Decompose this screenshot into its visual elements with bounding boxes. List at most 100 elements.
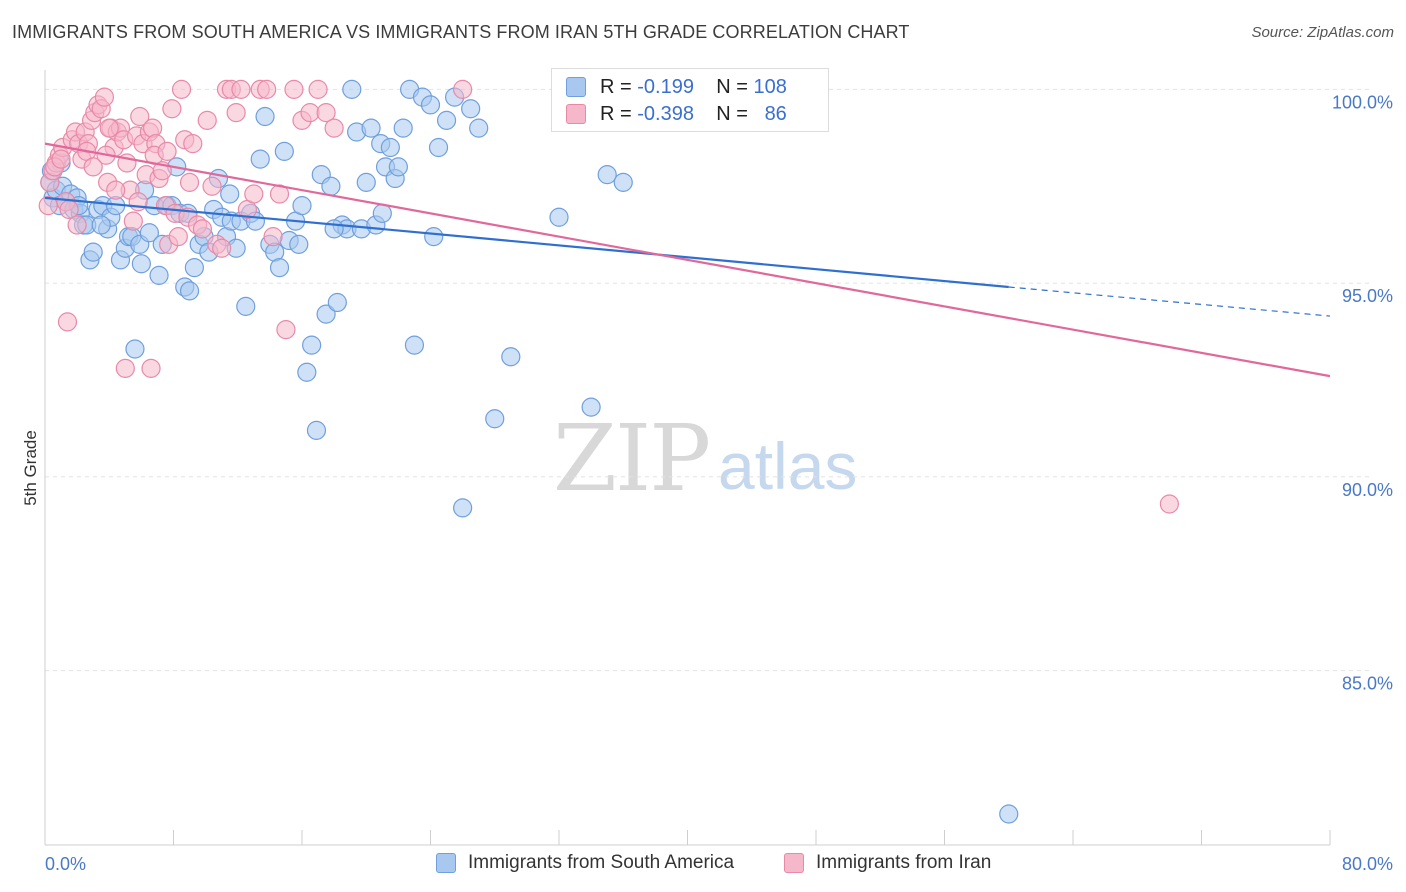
data-point: [276, 320, 296, 340]
data-point: [999, 804, 1019, 824]
data-point: [83, 242, 103, 262]
data-point: [226, 103, 246, 123]
data-point: [255, 106, 275, 127]
data-point: [316, 103, 336, 123]
data-point: [308, 79, 328, 99]
data-point: [220, 184, 240, 204]
data-point: [597, 165, 617, 185]
data-point: [171, 79, 192, 99]
source-credit: Source: ZipAtlas.com: [1251, 24, 1394, 41]
data-point: [420, 95, 441, 115]
data-point: [157, 141, 177, 161]
data-point: [179, 172, 200, 192]
data-point: [168, 227, 188, 247]
data-point: [289, 234, 309, 254]
data-point: [91, 215, 111, 235]
stats-row-iran: R = -0.398 N = 86: [566, 100, 787, 128]
data-point: [501, 347, 521, 367]
data-point: [327, 292, 347, 313]
data-point: [115, 358, 135, 378]
data-point: [51, 149, 71, 169]
data-point: [316, 304, 336, 324]
data-point: [380, 137, 400, 158]
data-point: [393, 118, 413, 138]
trend-line-south-america: [44, 196, 1009, 289]
series-south-america-points: [40, 79, 1019, 824]
legend-item-south-america[interactable]: Immigrants from South America: [436, 852, 734, 874]
r-value-south-america: -0.199: [637, 75, 694, 98]
data-point: [123, 211, 143, 231]
data-point: [57, 312, 78, 332]
data-point: [469, 118, 489, 138]
y-tick-label: 90.0%: [1342, 480, 1393, 500]
n-value-south-america: 108: [753, 75, 787, 98]
legend-label-south-america: Immigrants from South America: [468, 852, 735, 873]
data-point: [302, 335, 322, 355]
y-tick-label: 95.0%: [1342, 286, 1393, 306]
data-point: [179, 281, 200, 301]
data-point: [300, 103, 320, 123]
data-point: [453, 498, 473, 518]
data-point: [99, 118, 119, 138]
x-tick-label: 0.0%: [45, 854, 86, 874]
data-point: [613, 172, 633, 192]
data-point: [131, 254, 151, 274]
trend-line-iran: [44, 142, 1331, 378]
data-point: [192, 219, 213, 239]
data-point: [1159, 494, 1179, 514]
data-point: [143, 118, 163, 138]
data-point: [149, 265, 169, 285]
n-label: N =: [716, 75, 748, 98]
data-point: [269, 258, 290, 278]
axes: [44, 70, 1331, 846]
x-tick-label: 80.0%: [1342, 854, 1393, 874]
data-point: [461, 99, 481, 119]
watermark-zip: ZIP: [553, 405, 711, 512]
n-label: N =: [716, 102, 748, 125]
data-point: [436, 110, 457, 130]
stats-legend-box: R = -0.199 N = 108 R = -0.398 N = 86: [551, 68, 829, 132]
r-label: R =: [600, 102, 632, 125]
data-point: [428, 137, 449, 158]
data-point: [342, 79, 362, 99]
swatch-iran: [566, 104, 586, 124]
data-point: [453, 79, 473, 99]
data-point: [485, 409, 505, 429]
data-point: [184, 258, 204, 278]
data-point: [549, 207, 569, 227]
data-point: [231, 79, 251, 99]
data-point: [197, 110, 217, 130]
data-point: [94, 87, 115, 107]
data-point: [83, 157, 103, 177]
data-point: [263, 227, 283, 247]
data-point: [404, 335, 425, 355]
watermark-atlas: atlas: [718, 429, 858, 503]
gridlines: [45, 88, 1370, 672]
data-point: [244, 184, 264, 204]
data-point: [250, 149, 270, 169]
data-point: [372, 203, 392, 223]
data-point: [202, 176, 222, 196]
data-point: [141, 358, 161, 378]
data-point: [306, 420, 327, 440]
stats-row-south-america: R = -0.199 N = 108: [566, 73, 787, 101]
legend-item-iran[interactable]: Immigrants from Iran: [784, 852, 991, 874]
data-point: [356, 172, 376, 192]
y-tick-label: 100.0%: [1332, 92, 1393, 112]
tick-labels: 100.0% 95.0% 90.0% 85.0% 0.0% 80.0%: [45, 92, 1393, 874]
data-point: [424, 227, 444, 247]
chart-legend: Immigrants from South America Immigrants…: [0, 848, 1406, 882]
data-point: [297, 362, 317, 382]
data-point: [139, 223, 160, 243]
r-value-iran: -0.398: [637, 102, 694, 125]
series-iran-points: [38, 79, 1179, 514]
data-point: [130, 106, 150, 127]
n-value-iran: 86: [764, 102, 787, 125]
r-label: R =: [600, 75, 632, 98]
data-point: [284, 79, 304, 99]
data-point: [162, 99, 182, 119]
data-point: [212, 238, 232, 258]
legend-swatch-iran: [784, 853, 804, 873]
data-point: [321, 176, 341, 196]
